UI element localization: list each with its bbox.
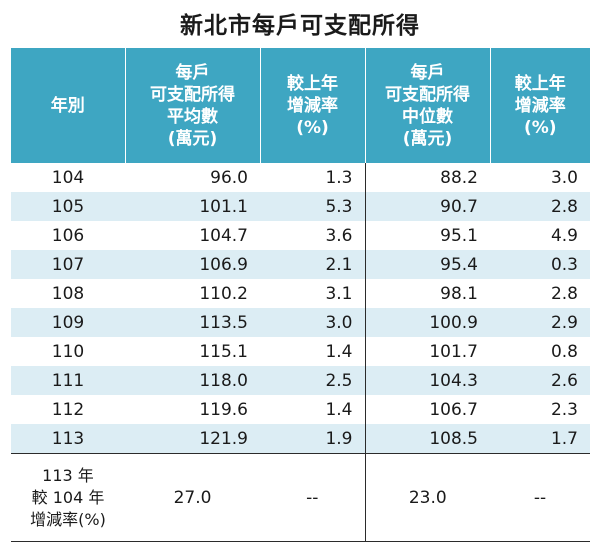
median-rate-cell: 2.9 bbox=[490, 308, 590, 337]
median-cell: 95.4 bbox=[364, 250, 490, 279]
average-cell: 115.1 bbox=[199, 341, 248, 362]
year-cell: 106 bbox=[51, 225, 85, 246]
table-row: 106 104.7 3.6 95.1 4.9 bbox=[11, 221, 590, 250]
year-cell: 112 bbox=[51, 399, 85, 420]
summary-median-rate-cell: -- bbox=[490, 453, 590, 542]
average-cell: 113.5 bbox=[125, 308, 260, 337]
median-cell: 88.2 bbox=[364, 163, 490, 192]
year-cell: 109 bbox=[11, 308, 125, 337]
median-cell: 95.1 bbox=[364, 221, 490, 250]
average-rate-cell: 3.6 bbox=[325, 225, 353, 246]
average-rate-cell: 3.1 bbox=[325, 283, 353, 304]
summary-label: 113 年 較 104 年 增減率(%) bbox=[11, 453, 125, 542]
average-cell: 110.2 bbox=[199, 283, 248, 304]
table-row: 113 121.9 1.9 108.5 1.7 bbox=[11, 424, 590, 454]
income-table: 年別 每戶 可支配所得 平均數 (萬元) 較上年 增減率 (%) 每戶 可支配所… bbox=[11, 48, 590, 542]
median-rate-cell: 2.8 bbox=[550, 283, 578, 304]
median-rate-cell: 3.0 bbox=[550, 167, 578, 188]
summary-average-rate-cell: -- bbox=[260, 453, 365, 542]
table-row: 105 101.1 5.3 90.7 2.8 bbox=[11, 192, 590, 221]
median-cell: 98.1 bbox=[364, 279, 490, 308]
median-cell: 108.5 bbox=[364, 424, 490, 454]
header-average-income: 每戶 可支配所得 平均數 (萬元) bbox=[124, 48, 260, 163]
average-rate-cell: 2.1 bbox=[260, 250, 365, 279]
header-median-change-rate: 較上年 增減率 (%) bbox=[489, 48, 590, 163]
average-cell: 104.7 bbox=[199, 225, 248, 246]
median-cell: 104.3 bbox=[364, 366, 490, 395]
year-cell: 105 bbox=[11, 192, 125, 221]
average-cell: 118.0 bbox=[125, 366, 260, 395]
average-cell: 119.6 bbox=[199, 399, 248, 420]
table-header: 年別 每戶 可支配所得 平均數 (萬元) 較上年 增減率 (%) 每戶 可支配所… bbox=[11, 48, 590, 163]
average-rate-cell: 1.9 bbox=[260, 424, 365, 454]
median-rate-cell: 1.7 bbox=[490, 424, 590, 454]
median-rate-cell: 4.9 bbox=[550, 225, 578, 246]
median-rate-cell: 2.6 bbox=[490, 366, 590, 395]
year-cell: 113 bbox=[11, 424, 125, 454]
average-rate-cell: 1.3 bbox=[325, 167, 353, 188]
table-row: 109 113.5 3.0 100.9 2.9 bbox=[11, 308, 590, 337]
average-cell: 121.9 bbox=[125, 424, 260, 454]
average-cell: 106.9 bbox=[125, 250, 260, 279]
table-row: 107 106.9 2.1 95.4 0.3 bbox=[11, 250, 590, 279]
table-row: 104 96.0 1.3 88.2 3.0 bbox=[11, 163, 590, 192]
median-cell: 101.7 bbox=[364, 337, 490, 366]
header-median-income: 每戶 可支配所得 中位數 (萬元) bbox=[364, 48, 490, 163]
average-rate-cell: 5.3 bbox=[260, 192, 365, 221]
year-cell: 111 bbox=[11, 366, 125, 395]
table-body: 104 96.0 1.3 88.2 3.0 105 101.1 5.3 90.7… bbox=[11, 163, 590, 542]
header-average-change-rate: 較上年 增減率 (%) bbox=[259, 48, 365, 163]
table-row: 111 118.0 2.5 104.3 2.6 bbox=[11, 366, 590, 395]
year-cell: 104 bbox=[51, 167, 85, 188]
average-rate-cell: 3.0 bbox=[260, 308, 365, 337]
average-rate-cell: 1.4 bbox=[325, 399, 353, 420]
table-title: 新北市每戶可支配所得 bbox=[180, 13, 420, 39]
median-rate-cell: 2.8 bbox=[490, 192, 590, 221]
median-rate-cell: 0.3 bbox=[490, 250, 590, 279]
table-row: 110 115.1 1.4 101.7 0.8 bbox=[11, 337, 590, 366]
average-rate-cell: 2.5 bbox=[260, 366, 365, 395]
year-cell: 107 bbox=[11, 250, 125, 279]
header-year: 年別 bbox=[11, 48, 125, 163]
table-row: 108 110.2 3.1 98.1 2.8 bbox=[11, 279, 590, 308]
median-cell: 100.9 bbox=[364, 308, 490, 337]
summary-row: 113 年 較 104 年 增減率(%) 27.0 -- 23.0 -- bbox=[11, 453, 590, 542]
median-rate-cell: 0.8 bbox=[550, 341, 578, 362]
summary-average-cell: 27.0 bbox=[125, 453, 260, 542]
year-cell: 108 bbox=[51, 283, 85, 304]
year-cell: 110 bbox=[51, 341, 85, 362]
median-cell: 106.7 bbox=[364, 395, 490, 424]
median-rate-cell: 2.3 bbox=[550, 399, 578, 420]
average-cell: 101.1 bbox=[125, 192, 260, 221]
table-row: 112 119.6 1.4 106.7 2.3 bbox=[11, 395, 590, 424]
average-rate-cell: 1.4 bbox=[325, 341, 353, 362]
median-cell: 90.7 bbox=[364, 192, 490, 221]
summary-median-cell: 23.0 bbox=[364, 453, 490, 542]
average-cell: 96.0 bbox=[210, 167, 248, 188]
